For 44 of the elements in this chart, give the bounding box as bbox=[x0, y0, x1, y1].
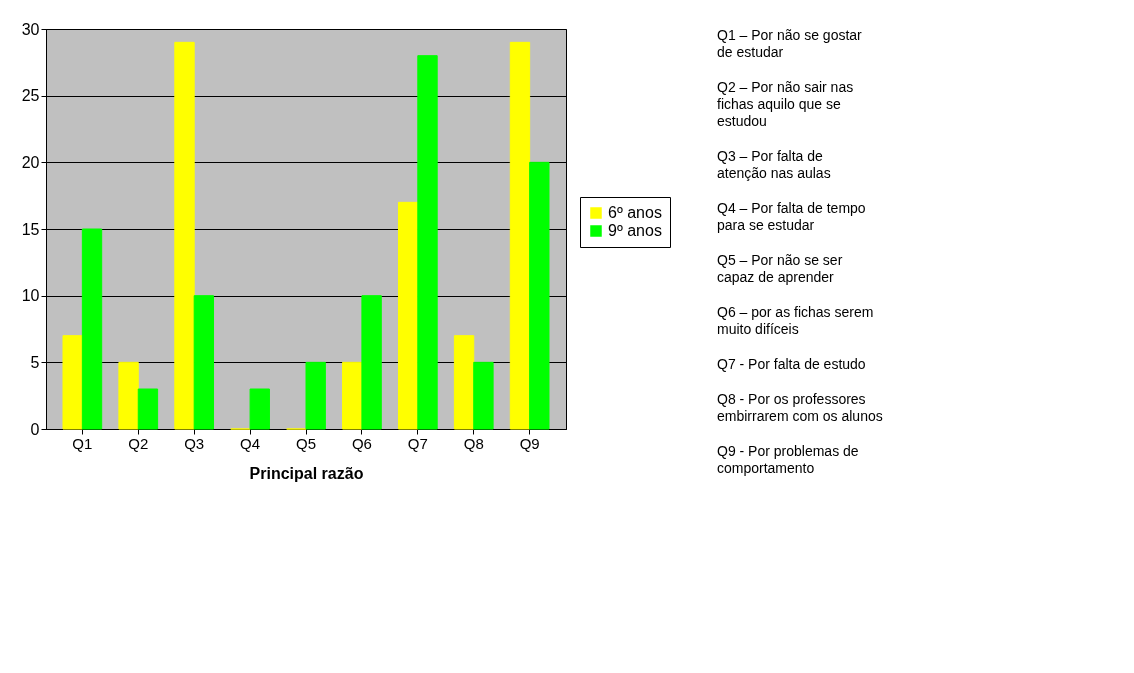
y-tick-label: 20 bbox=[21, 153, 40, 171]
x-tick-label: Q1 bbox=[72, 434, 93, 452]
bar bbox=[249, 388, 270, 430]
text: Q5 – Por não se ser capaz de aprender bbox=[717, 252, 843, 285]
bar bbox=[137, 388, 159, 430]
bar bbox=[417, 55, 438, 430]
x-tick-label: Q9 bbox=[519, 434, 540, 452]
bar bbox=[193, 295, 215, 430]
bar bbox=[529, 161, 550, 430]
y-tick-label: 0 bbox=[30, 420, 40, 438]
y-tick-label: 25 bbox=[21, 87, 40, 105]
bar bbox=[305, 361, 326, 430]
x-axis-title: Principal razão bbox=[249, 464, 364, 482]
bar bbox=[361, 295, 382, 430]
text: Q9 - Por problemas de comportamento bbox=[717, 443, 859, 476]
bar bbox=[509, 41, 531, 430]
x-tick-label: Q6 bbox=[351, 434, 372, 452]
legend-label: 9º anos bbox=[608, 222, 662, 239]
y-tick-label: 30 bbox=[21, 20, 40, 38]
x-tick-label: Q3 bbox=[184, 434, 205, 452]
text: Q3 – Por falta de atenção nas aulas bbox=[717, 148, 831, 181]
x-tick-label: Q5 bbox=[295, 434, 317, 452]
text: Q7 - Por falta de estudo bbox=[717, 356, 866, 372]
x-tick-label: Q7 bbox=[407, 434, 428, 452]
text: Q1 – Por não se gostar de estudar bbox=[717, 27, 863, 60]
text: Q6 – por as fichas serem muito difíceis bbox=[717, 304, 874, 337]
text: Q2 – Por não sair nas fichas aquilo que se estudou bbox=[717, 79, 854, 129]
y-tick-label: 5 bbox=[30, 353, 40, 371]
bar bbox=[397, 201, 419, 430]
bar bbox=[62, 335, 83, 430]
y-tick-label: 15 bbox=[21, 220, 40, 238]
text: Q8 - Por os professores embirrarem com os alunos bbox=[717, 391, 883, 424]
bar bbox=[81, 228, 103, 430]
x-tick-label: Q2 bbox=[128, 434, 149, 452]
x-tick-label: Q4 bbox=[240, 434, 261, 452]
bar bbox=[342, 361, 363, 430]
bar bbox=[174, 41, 195, 430]
text: Q4 – Por falta de tempo para se estudar bbox=[717, 200, 866, 233]
bar bbox=[453, 335, 475, 430]
y-tick-label: 10 bbox=[21, 287, 40, 305]
x-tick-label: Q8 bbox=[463, 434, 484, 452]
bar bbox=[473, 361, 494, 430]
legend-label: 6º anos bbox=[608, 204, 662, 221]
bar bbox=[118, 361, 139, 430]
